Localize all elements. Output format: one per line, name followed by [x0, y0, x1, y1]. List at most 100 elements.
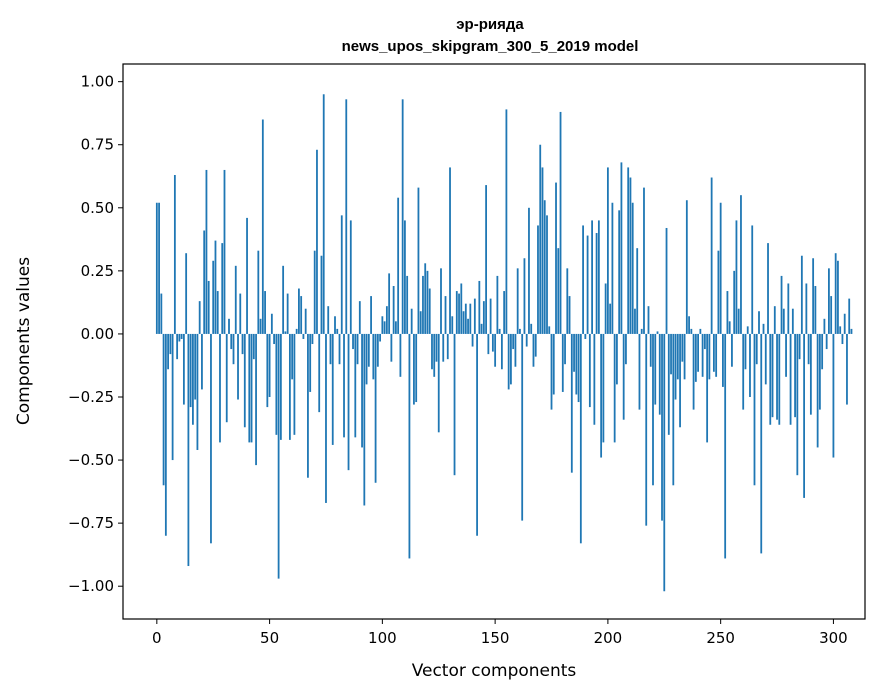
bar	[555, 182, 557, 334]
bar	[392, 286, 395, 334]
bar	[284, 331, 287, 334]
bar	[340, 215, 343, 334]
bar	[552, 333, 555, 395]
bar	[500, 333, 503, 370]
bar	[600, 333, 603, 458]
bar	[525, 333, 528, 347]
chart-title: эр-рияда	[456, 16, 524, 33]
bar	[352, 333, 354, 350]
bar	[476, 333, 478, 536]
bar	[753, 333, 756, 486]
bar	[694, 333, 697, 382]
bar	[706, 333, 709, 443]
bar	[248, 333, 251, 443]
x-tick-label: 300	[819, 629, 848, 647]
bar	[376, 333, 379, 367]
bar	[771, 333, 774, 418]
bar	[345, 99, 348, 334]
bar	[300, 296, 303, 334]
bar	[435, 333, 438, 362]
bar	[758, 311, 760, 334]
bar	[809, 333, 812, 415]
bar	[546, 215, 548, 334]
x-tick-label: 50	[260, 629, 279, 647]
bar	[699, 328, 702, 334]
bar	[728, 321, 731, 334]
y-tick-label: 0.25	[81, 262, 114, 280]
bar	[241, 333, 244, 355]
bar	[672, 333, 675, 486]
x-tick-label: 250	[706, 629, 735, 647]
bar	[656, 331, 659, 334]
bar	[221, 243, 224, 334]
bar	[622, 333, 625, 420]
bar	[825, 333, 828, 350]
bar	[259, 318, 262, 334]
bar	[451, 316, 454, 334]
bar	[733, 270, 736, 334]
bar	[178, 333, 181, 342]
bar	[162, 333, 165, 486]
bar	[652, 333, 654, 486]
bar	[160, 293, 163, 334]
bar	[491, 333, 494, 352]
bar	[512, 333, 515, 350]
bar	[446, 333, 449, 360]
bar	[173, 175, 176, 334]
bar	[286, 293, 289, 334]
bar	[805, 283, 808, 334]
bar	[663, 333, 666, 592]
bar	[821, 333, 824, 370]
bar	[541, 167, 544, 334]
bar	[397, 197, 400, 334]
bar	[760, 333, 763, 554]
bar	[189, 333, 192, 408]
bar	[257, 250, 260, 334]
bar	[708, 333, 711, 380]
bar	[665, 227, 668, 334]
bar	[444, 296, 447, 334]
bar	[618, 210, 621, 334]
bar	[415, 333, 418, 403]
bar	[503, 291, 506, 334]
bar	[593, 333, 596, 425]
bar	[794, 333, 796, 418]
bar	[372, 333, 375, 380]
bar	[264, 291, 266, 334]
bar	[176, 333, 179, 360]
bar	[740, 195, 742, 334]
bar	[762, 323, 765, 334]
bar	[848, 298, 851, 334]
bar	[602, 333, 605, 443]
bar	[349, 220, 352, 334]
bar	[455, 291, 458, 334]
bar	[169, 333, 172, 355]
bar	[216, 291, 219, 334]
bar	[198, 301, 201, 334]
bar	[478, 280, 481, 334]
bar	[413, 333, 415, 405]
bar	[746, 326, 749, 334]
bar	[203, 230, 206, 334]
bar	[480, 323, 483, 334]
bar	[803, 333, 805, 498]
bar	[841, 333, 844, 345]
bar	[428, 288, 431, 334]
bar	[561, 333, 564, 392]
bar	[250, 333, 253, 443]
bar	[667, 333, 670, 435]
bar	[358, 301, 361, 334]
bar	[785, 333, 787, 377]
bar	[828, 268, 830, 334]
bar	[449, 167, 451, 334]
bar	[304, 308, 307, 334]
bar	[559, 111, 562, 334]
bar	[767, 243, 769, 334]
bar	[735, 220, 738, 334]
bar	[354, 333, 357, 438]
y-tick-label: 1.00	[81, 73, 114, 91]
bar	[329, 333, 332, 365]
y-tick-label: −1.00	[68, 577, 114, 595]
bar	[776, 333, 778, 420]
bar	[207, 280, 210, 334]
